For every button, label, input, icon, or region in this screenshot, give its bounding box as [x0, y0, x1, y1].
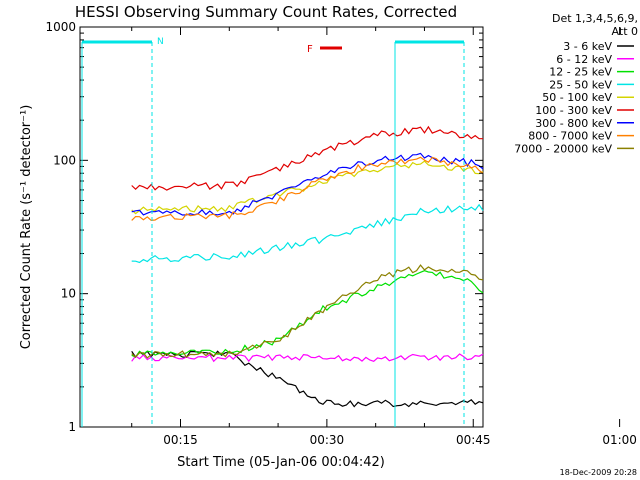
- series-layer: [131, 125, 484, 408]
- y-tick-label: 1: [68, 420, 76, 434]
- series-line: [131, 350, 484, 408]
- legend-entry-label: 300 - 800 keV: [535, 117, 612, 130]
- series-line: [131, 264, 484, 359]
- legend-entry-label: 6 - 12 keV: [556, 53, 612, 66]
- legend-entry-label: 800 - 7000 keV: [528, 130, 612, 143]
- series-line: [131, 353, 484, 363]
- series-line: [131, 156, 484, 222]
- x-tick-label: 00:15: [163, 433, 198, 447]
- legend-entry-label: 3 - 6 keV: [563, 40, 612, 53]
- series-line: [131, 160, 484, 215]
- y-tick-label: 10: [61, 287, 76, 301]
- marker-f-label: F: [307, 44, 313, 55]
- series-line: [131, 203, 484, 264]
- series-line: [131, 125, 483, 191]
- y-tick-label: 1000: [45, 20, 76, 34]
- y-axis-label: Corrected Count Rate (s⁻¹ detector⁻¹): [19, 105, 34, 350]
- plot-area: [79, 26, 484, 428]
- marker-n-label: N: [157, 37, 164, 47]
- legend-entry-label: 100 - 300 keV: [535, 104, 612, 117]
- series-line: [131, 152, 484, 216]
- legend-header-line-2: Att 0: [612, 25, 638, 38]
- x-tick-label: 00:45: [456, 433, 491, 447]
- x-tick-label: 01:00: [602, 433, 637, 447]
- x-axis-label: Start Time (05-Jan-06 00:04:42): [177, 455, 385, 470]
- legend-entry-label: 7000 - 20000 keV: [514, 142, 612, 155]
- legend-entry-label: 25 - 50 keV: [549, 78, 612, 91]
- y-tick-label: 100: [53, 153, 76, 167]
- plot-frame: [79, 26, 484, 428]
- legend-header-line-1: Det 1,3,4,5,6,9,: [552, 12, 638, 25]
- legend-entry-label: 50 - 100 keV: [542, 91, 612, 104]
- marker-layer: NF: [81, 37, 465, 427]
- legend-entry-label: 12 - 25 keV: [549, 66, 612, 79]
- chart-title: HESSI Observing Summary Count Rates, Cor…: [75, 3, 457, 21]
- timestamp: 18-Dec-2009 20:28: [560, 468, 637, 477]
- series-line: [131, 270, 484, 358]
- x-tick-label: 00:30: [310, 433, 345, 447]
